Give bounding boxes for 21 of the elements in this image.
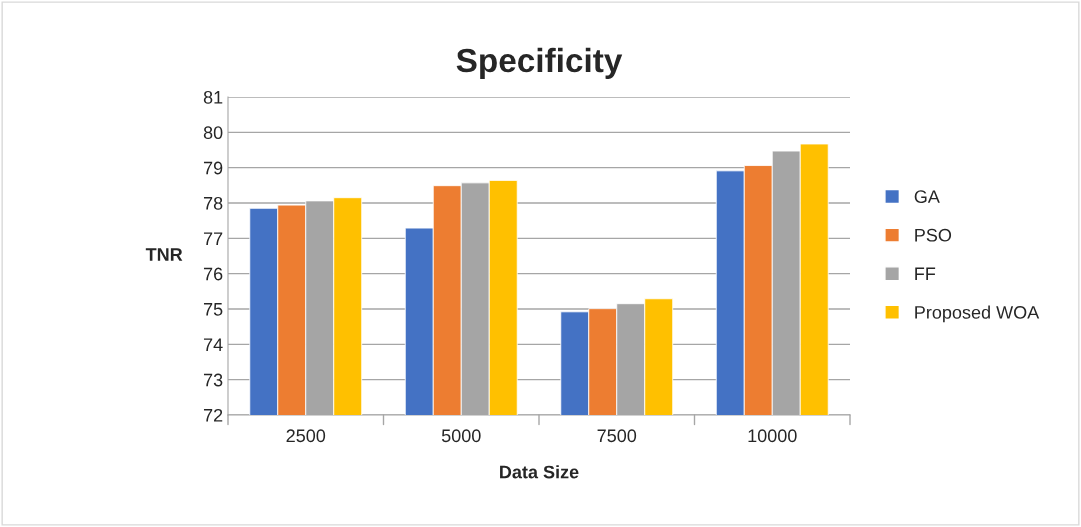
legend-label: Proposed WOA (915, 305, 1040, 323)
x-tick-label: 10000 (748, 429, 797, 443)
x-tick-label: 5000 (441, 429, 481, 443)
legend-label: FF (915, 267, 936, 281)
y-axis-title: TNR (145, 248, 183, 261)
y-tick-label: 72 (203, 408, 223, 422)
x-axis-title: Data Size (500, 465, 579, 479)
y-tick-label: 79 (203, 161, 223, 175)
y-tick-label: 78 (203, 196, 223, 210)
legend-label: PSO (915, 228, 952, 242)
y-tick-label: 74 (203, 338, 223, 351)
y-tick-label: 75 (203, 303, 223, 316)
chart-title: Specificity (456, 47, 623, 79)
x-tick-label: 2500 (286, 429, 326, 443)
x-tick-label: 7500 (597, 429, 637, 443)
y-tick-label: 76 (203, 267, 223, 281)
legend-label: GA (914, 190, 940, 203)
y-tick-label: 80 (203, 126, 223, 140)
y-tick-label: 81 (203, 90, 223, 104)
y-tick-label: 73 (203, 373, 223, 387)
y-tick-label: 77 (203, 232, 223, 245)
